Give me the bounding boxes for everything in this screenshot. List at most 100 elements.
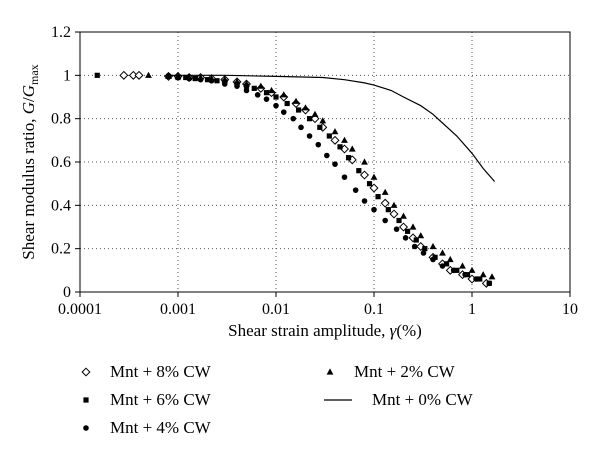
data-point [348,145,356,152]
data-point [352,187,359,193]
legend-label: Mnt + 2% CW [354,362,456,381]
data-point [454,267,460,273]
data-point [192,75,198,82]
data-point [292,97,300,104]
data-point [371,206,377,213]
data-point [243,80,250,87]
y-axis-separator: / [19,97,38,102]
data-point [208,74,215,82]
x-tick-label: 0.0001 [58,301,102,318]
y-axis-title: Shear modulus ratio, G/Gmax [19,64,41,259]
y-axis-symbol: G [19,102,38,114]
data-point [411,243,418,250]
data-point [361,158,368,165]
legend-label: Mnt + 6% CW [110,390,212,409]
data-point [381,188,389,195]
data-point [473,276,479,282]
series-5 [168,74,496,182]
data-point [183,74,189,81]
y-tick-label: 0.8 [51,111,71,128]
data-point [488,273,496,280]
x-tick-label: 10 [562,301,578,318]
series-4 [145,71,496,280]
x-axis-unit: (%) [396,321,421,340]
data-point [174,72,182,80]
x-axis-symbol: γ [390,321,398,340]
y-axis-ticks: 0 0.2 0.4 0.6 0.8 1 1.2 [51,24,80,301]
data-point [280,109,287,115]
data-point [420,250,427,256]
data-point [382,217,388,224]
data-point [302,104,309,111]
data-point [404,228,411,234]
legend-label: Mnt + 8% CW [110,362,212,381]
data-point [221,76,229,83]
legend-item: Mnt + 2% CW [326,362,456,381]
data-point [430,256,436,263]
data-point [380,198,390,208]
data-point [298,124,304,131]
data-point [389,209,399,219]
data-point [331,128,339,135]
legend-item: Mnt + 8% CW [81,362,212,381]
y-axis-symbol-2: G [19,85,38,97]
data-point [468,266,476,273]
data-point [385,207,391,213]
legend-swatch [83,425,89,431]
data-point [345,155,352,161]
data-point [254,92,261,98]
legend-swatch [81,367,91,377]
data-point [332,161,338,167]
legend-swatch [83,397,89,403]
legend-item: Mnt + 0% CW [324,390,474,409]
data-point [417,232,425,239]
x-axis-title: Shear strain amplitude, γ(%) [228,321,422,340]
data-point [370,173,378,180]
data-point [234,83,240,89]
data-point [268,86,275,94]
x-axis-ticks: 0.0001 0.001 0.01 0.1 1 10 [58,292,578,318]
data-point [317,124,323,130]
data-point [361,198,368,204]
data-point [390,201,398,208]
y-tick-label: 0.2 [51,241,71,258]
data-point [273,102,279,109]
data-point [439,263,446,269]
data-point [326,133,332,139]
data-point [443,261,450,267]
data-point [280,91,288,98]
data-point [341,136,348,143]
legend: Mnt + 8% CW Mnt + 6% CW Mnt + 4% CW Mnt + 2… [81,362,474,437]
series-line [168,74,496,182]
legend-swatch [326,368,334,375]
data-point [221,81,228,87]
data-point [400,212,407,219]
data-point [273,94,279,100]
x-tick-label: 0.001 [160,301,196,318]
data-point [432,254,438,260]
y-tick-label: 0.4 [51,197,71,214]
data-point [165,72,172,80]
data-point [306,133,313,139]
data-point [450,267,457,274]
data-point [145,71,152,78]
data-point [398,222,409,232]
data-point [446,255,454,263]
data-point [315,141,322,148]
data-point [263,96,270,102]
data-point [306,116,313,122]
data-point [479,271,487,278]
data-point [290,115,297,122]
data-point [295,107,302,113]
data-point [413,237,419,243]
data-point [402,235,409,241]
data-point [233,78,241,85]
x-tick-label: 0.1 [364,301,384,318]
data-point [422,246,428,252]
data-point [486,280,493,287]
data-point [477,276,483,282]
data-point [356,168,362,174]
data-point [214,78,220,84]
y-tick-label: 0.6 [51,154,71,171]
